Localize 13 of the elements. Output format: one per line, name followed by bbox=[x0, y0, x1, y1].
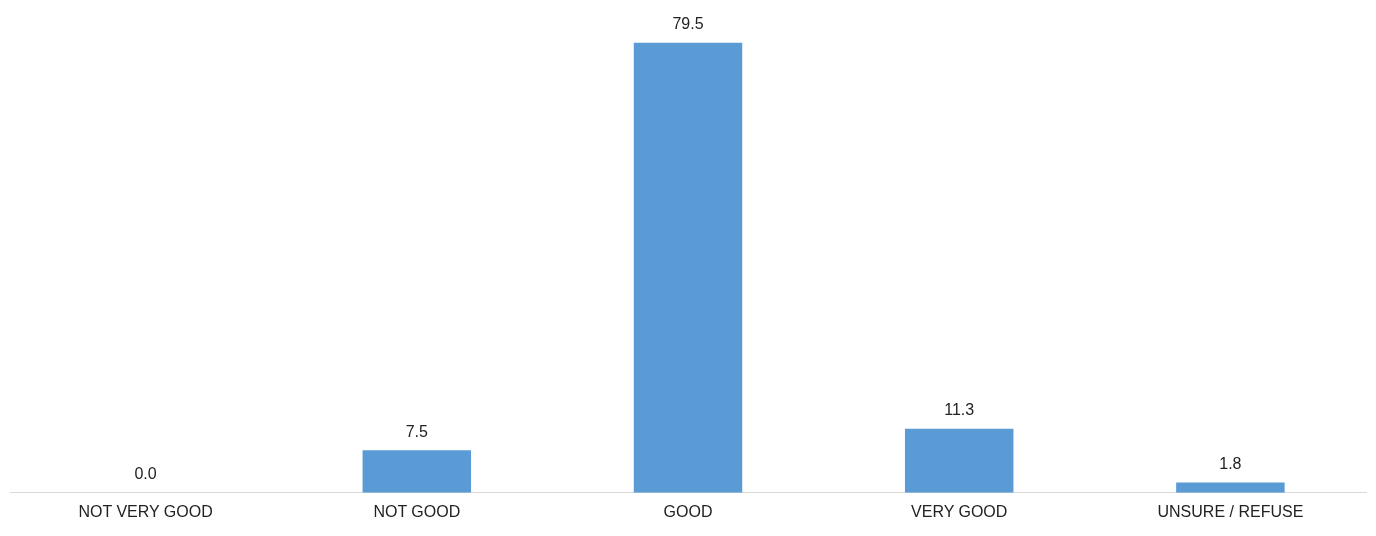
x-tick-label: UNSURE / REFUSE bbox=[1157, 502, 1304, 520]
data-label: 7.5 bbox=[405, 422, 429, 440]
x-tick-label: VERY GOOD bbox=[911, 502, 1008, 520]
data-label: 1.8 bbox=[1219, 455, 1242, 473]
data-label: 0.0 bbox=[134, 465, 157, 483]
x-tick-label: NOT GOOD bbox=[373, 502, 461, 520]
bar bbox=[362, 450, 472, 493]
data-label: 11.3 bbox=[944, 401, 975, 419]
bar bbox=[633, 42, 743, 493]
data-label: 79.5 bbox=[672, 15, 704, 33]
x-tick-label: GOOD bbox=[663, 502, 713, 520]
bar bbox=[904, 428, 1014, 493]
x-tick-label: NOT VERY GOOD bbox=[78, 502, 213, 520]
